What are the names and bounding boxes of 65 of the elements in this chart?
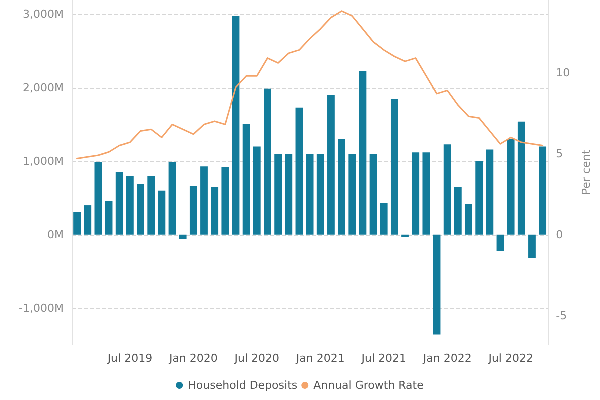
line-series — [76, 10, 544, 160]
bar — [390, 99, 398, 235]
y2-axis-title: Per cent — [580, 149, 593, 196]
bar — [148, 176, 156, 235]
bar — [433, 234, 441, 335]
legend-label: Annual Growth Rate — [314, 379, 424, 392]
bar — [105, 201, 113, 235]
bar — [348, 154, 356, 235]
bar — [465, 204, 472, 235]
bar — [274, 154, 282, 235]
bar — [454, 187, 462, 235]
x-tick-label: Jul 2021 — [360, 352, 406, 365]
bar — [200, 166, 208, 235]
x-tick-label: Jan 2020 — [168, 352, 218, 365]
y2-tick-label: 5 — [556, 147, 564, 160]
bar — [211, 187, 219, 235]
bar — [232, 16, 240, 235]
bar — [422, 152, 430, 235]
bar — [190, 186, 198, 235]
bar — [264, 88, 272, 235]
bar — [168, 162, 176, 235]
y2-tick-label: 0 — [556, 228, 564, 242]
bar — [316, 154, 324, 235]
y-tick-label: 1,000M — [23, 154, 64, 168]
bar — [328, 95, 335, 235]
bar — [74, 212, 81, 235]
bar — [285, 154, 293, 235]
bar — [518, 122, 526, 235]
bar — [222, 167, 230, 235]
bar — [359, 71, 367, 235]
x-tick-label: Jul 2020 — [234, 352, 280, 365]
bar — [179, 234, 187, 240]
y-tick-label: 3,000M — [23, 8, 64, 22]
bar — [507, 139, 515, 235]
y-tick-label: -1,000M — [19, 302, 64, 315]
y-tick-label: 0M — [48, 228, 64, 242]
y2-tick-label: 10 — [556, 66, 570, 80]
x-tick-label: Jul 2022 — [488, 352, 534, 365]
bar — [126, 176, 134, 235]
bar — [158, 190, 166, 235]
bar — [539, 146, 547, 235]
x-tick-label: Jan 2022 — [422, 352, 472, 365]
bar — [84, 206, 92, 235]
bar — [137, 184, 144, 235]
bar — [370, 154, 378, 235]
bar — [496, 234, 504, 252]
bar — [116, 172, 124, 235]
bar — [486, 150, 494, 235]
bar — [528, 234, 536, 258]
bar — [94, 162, 102, 235]
bar — [242, 124, 250, 235]
bar — [338, 139, 346, 235]
bar — [402, 234, 409, 238]
bar — [306, 154, 314, 235]
x-tick-label: Jan 2021 — [295, 352, 345, 365]
bar — [412, 152, 420, 235]
bar — [476, 161, 484, 235]
bar — [253, 146, 261, 235]
bar — [380, 203, 388, 235]
bar — [444, 144, 452, 235]
legend-label: Household Deposits — [188, 379, 298, 392]
bar — [296, 108, 304, 235]
x-tick-label: Jul 2019 — [106, 352, 153, 365]
y2-tick-label: -5 — [556, 309, 568, 322]
y-tick-label: 2,000M — [23, 82, 64, 95]
